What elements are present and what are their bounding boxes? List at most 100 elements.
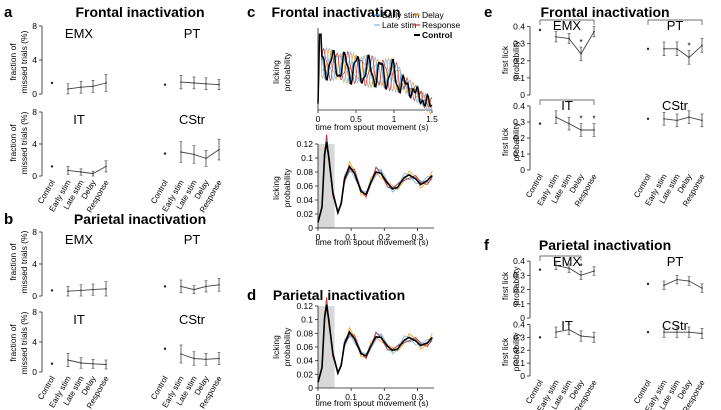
e-cstr-genotype-label: CStr	[662, 98, 689, 113]
a-cstr-point-2	[205, 157, 207, 160]
b-cstr-control-point	[163, 347, 167, 350]
a-emx-ytick-label-1: 4	[32, 55, 37, 65]
f-emx-genotype-label: EMX	[553, 254, 582, 269]
f-emx-point-1	[568, 267, 570, 270]
b-emx-point-1	[80, 289, 82, 292]
c-legend-label-control: Control	[422, 30, 452, 40]
f-emx-ytick-label-1: 0.1	[513, 299, 525, 309]
b-it-point-2	[92, 362, 94, 365]
c-zoom-xtick-label-3: 0.3	[412, 232, 424, 242]
panel-d-title: Parietal inactivation	[273, 287, 405, 303]
e-it-ytick-label-3: 0.3	[513, 117, 525, 127]
f-emx-point-3	[593, 270, 595, 272]
f-emx-point-0	[555, 264, 557, 267]
c-main-xtick-label-1: 0.5	[350, 114, 362, 124]
b-pt-point-3	[218, 283, 220, 286]
e-emx-point-3	[593, 30, 595, 33]
panel-letter-a: a	[4, 4, 13, 21]
d-ytick-label-4: 0.08	[296, 328, 313, 338]
b-cstr-point-0	[180, 353, 182, 355]
panel-b-ylabel-line2: missed trials (%)	[19, 230, 29, 293]
e-pt-point-3	[701, 44, 703, 47]
b-cstr-point-1	[193, 357, 195, 360]
panel-letter-f: f	[484, 237, 490, 254]
a-emx-control-point	[50, 81, 54, 85]
a-pt-genotype-label: PT	[184, 26, 201, 41]
c-zoom-trace-delay	[317, 142, 433, 223]
b-emx-point-2	[92, 288, 94, 291]
b-it-control-point	[50, 362, 54, 365]
b-it-point-0	[67, 359, 69, 361]
e-emx-control-point	[538, 28, 542, 32]
c-zoom-trace-control	[317, 141, 433, 223]
panel-c-xlabel: time from spout movement (s)	[316, 122, 429, 132]
b-emx-genotype-label: EMX	[65, 232, 94, 247]
f-pt-point-3	[701, 287, 703, 290]
f-pt-point-2	[688, 280, 690, 282]
f-cstr-genotype-label: CStr	[662, 318, 689, 333]
b-it-point-1	[80, 362, 82, 364]
e-pt-genotype-label: PT	[667, 18, 684, 33]
e-pt-sig-star-delay: *	[687, 41, 691, 51]
c-main-trace-control	[317, 33, 433, 108]
b-pt-series-line	[180, 284, 220, 291]
f-it-point-2	[580, 335, 582, 337]
c-zoom-ytick-label-6: 0.12	[296, 139, 313, 149]
e-emx-series-line	[555, 31, 595, 55]
d-xtick-label-3: 0.3	[412, 392, 424, 402]
b-it-genotype-label: IT	[73, 312, 85, 327]
a-it-control-point	[50, 165, 54, 168]
c-main-xtick-label-3: 1.5	[426, 114, 438, 124]
f-pt-point-0	[663, 284, 665, 287]
d-trace-control	[317, 304, 433, 383]
e-pt-series-line	[664, 45, 703, 58]
panel-b-ylabel2-line2: missed trials (%)	[19, 311, 29, 374]
b-pt-point-0	[180, 285, 182, 288]
c-zoom-ytick-label-2: 0.04	[296, 195, 313, 205]
d-ytick-label-3: 0.06	[296, 342, 313, 352]
panel-c-zoom-ylabel-line1: licking	[271, 176, 281, 200]
e-pt-control-point	[646, 47, 650, 50]
f-cstr-control-point	[646, 330, 650, 334]
c-zoom-ytick-label-0: 0	[308, 223, 313, 233]
e-emx-sig-star-delay: *	[579, 37, 583, 47]
panel-e-title: Frontal inactivation	[540, 4, 669, 20]
b-emx-control-point	[50, 289, 54, 292]
e-it-sig-star-response: *	[592, 114, 596, 124]
d-xtick-label-0: 0	[316, 392, 321, 402]
b-it-ytick-label-1: 4	[32, 337, 37, 347]
a-cstr-genotype-label: CStr	[179, 112, 206, 127]
b-emx-ytick-label-0: 0	[32, 291, 37, 301]
e-it-ytick-label-0: 0	[520, 165, 525, 175]
e-it-ytick-label-4: 0.4	[513, 101, 525, 111]
a-cstr-series-line	[180, 149, 220, 159]
b-pt-point-2	[205, 285, 207, 288]
c-zoom-ytick-label-5: 0.1	[301, 153, 313, 163]
a-emx-series-line	[67, 82, 107, 90]
f-emx-comparison-bracket	[539, 255, 582, 261]
panel-f-ylabel-line1: first lick	[500, 271, 510, 300]
e-emx-point-0	[555, 35, 557, 38]
d-xtick-label-1: 0.1	[345, 392, 357, 402]
a-emx-point-1	[80, 86, 82, 89]
c-main-xtick-label-2: 1	[392, 114, 397, 124]
b-cstr-genotype-label: CStr	[179, 312, 206, 327]
f-pt-control-point	[646, 282, 650, 286]
panel-a-ylabel-line2: missed trials (%)	[19, 30, 29, 93]
a-pt-point-1	[193, 82, 195, 84]
e-emx-ytick-label-3: 0.3	[513, 39, 525, 49]
e-cstr-point-2	[688, 116, 690, 119]
f-it-ytick-label-3: 0.3	[513, 332, 525, 342]
d-xtick-label-2: 0.2	[378, 392, 390, 402]
d-trace-late-stim	[317, 308, 433, 383]
f-emx-series-line	[555, 264, 595, 276]
b-pt-point-1	[193, 288, 195, 291]
a-emx-point-2	[92, 85, 94, 88]
b-cstr-point-2	[205, 358, 207, 361]
e-emx-ytick-label-2: 0.2	[513, 56, 525, 66]
a-it-point-2	[92, 172, 94, 175]
f-it-point-3	[593, 336, 595, 339]
panel-e-ylabel-line1: first lick	[500, 45, 510, 74]
e-it-ytick-label-1: 0.1	[513, 149, 525, 159]
f-it-point-1	[568, 328, 570, 331]
